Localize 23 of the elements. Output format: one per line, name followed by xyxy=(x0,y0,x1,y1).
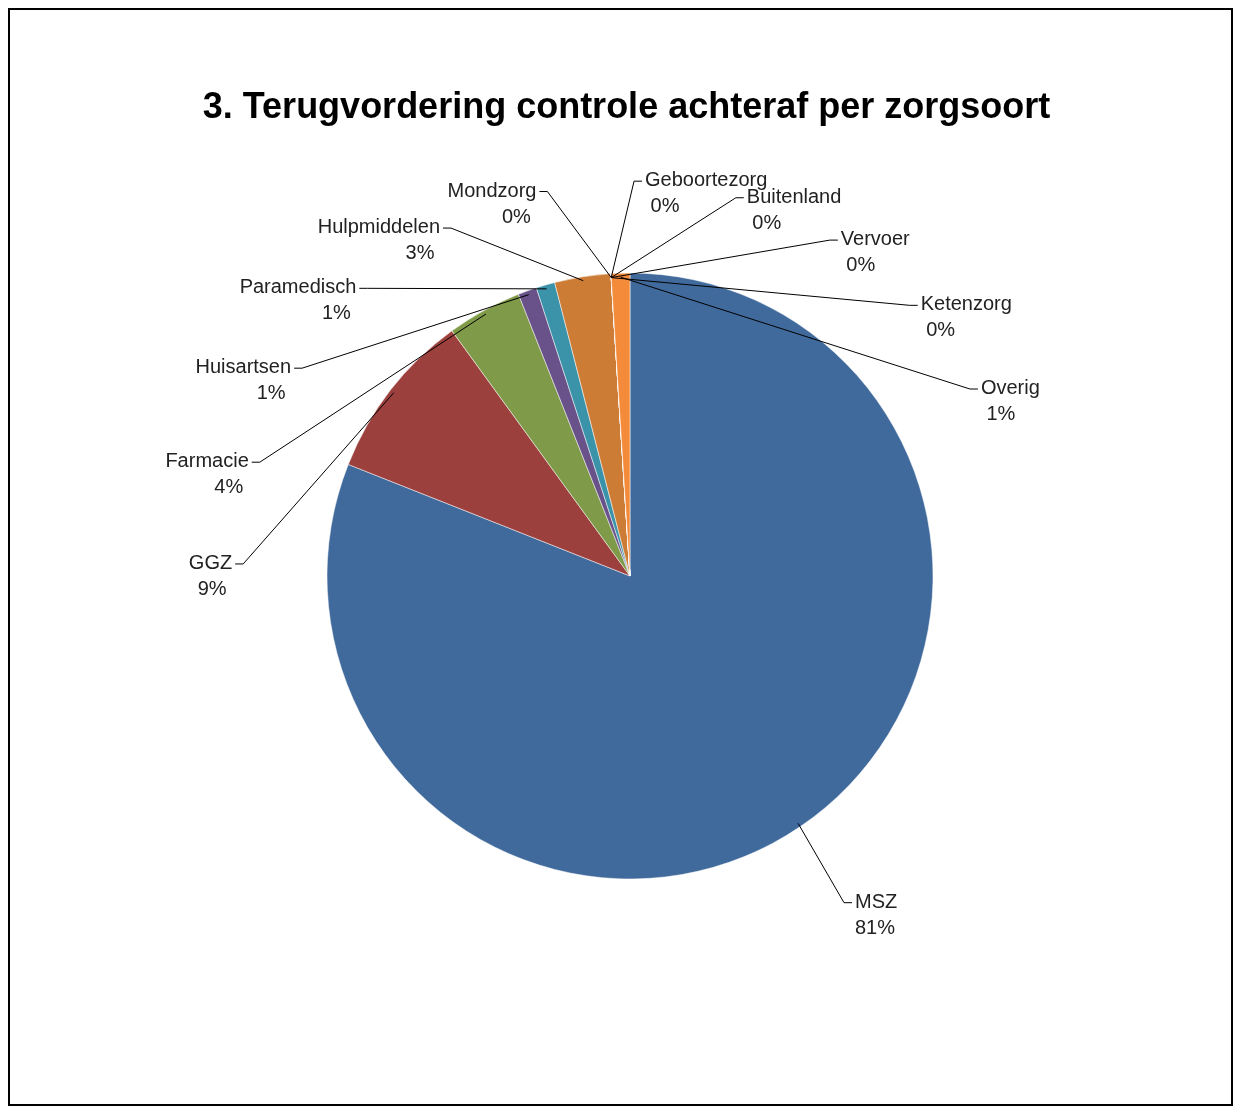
slice-label: Hulpmiddelen xyxy=(317,215,441,238)
slice-label: Overig xyxy=(980,376,1040,399)
category-label: Vervoer xyxy=(840,227,910,250)
data-label: 1% xyxy=(256,381,286,404)
data-label: 3% xyxy=(405,241,435,264)
slice-label: MSZ xyxy=(855,889,898,912)
category-label: Mondzorg xyxy=(447,178,537,201)
data-label: 9% xyxy=(197,576,227,599)
category-label: Ketenzorg xyxy=(920,292,1012,315)
slice-label: Paramedisch xyxy=(239,275,357,298)
text: 0% xyxy=(846,253,876,276)
data-label: 81% xyxy=(855,915,896,938)
text: 0% xyxy=(926,318,956,341)
slice-label: Farmacie xyxy=(165,449,249,472)
data-label: 1% xyxy=(321,301,351,324)
data-label: 4% xyxy=(214,475,244,498)
slice-label: GGZ xyxy=(188,550,233,573)
slice-label: Huisartsen xyxy=(195,355,292,378)
text: 0% xyxy=(752,210,782,233)
text: 0% xyxy=(501,204,531,227)
chart-title: 3. Terugvordering controle achteraf per zorgsoort xyxy=(202,85,1051,126)
text: 0% xyxy=(650,194,680,217)
data-label: 1% xyxy=(986,402,1016,425)
